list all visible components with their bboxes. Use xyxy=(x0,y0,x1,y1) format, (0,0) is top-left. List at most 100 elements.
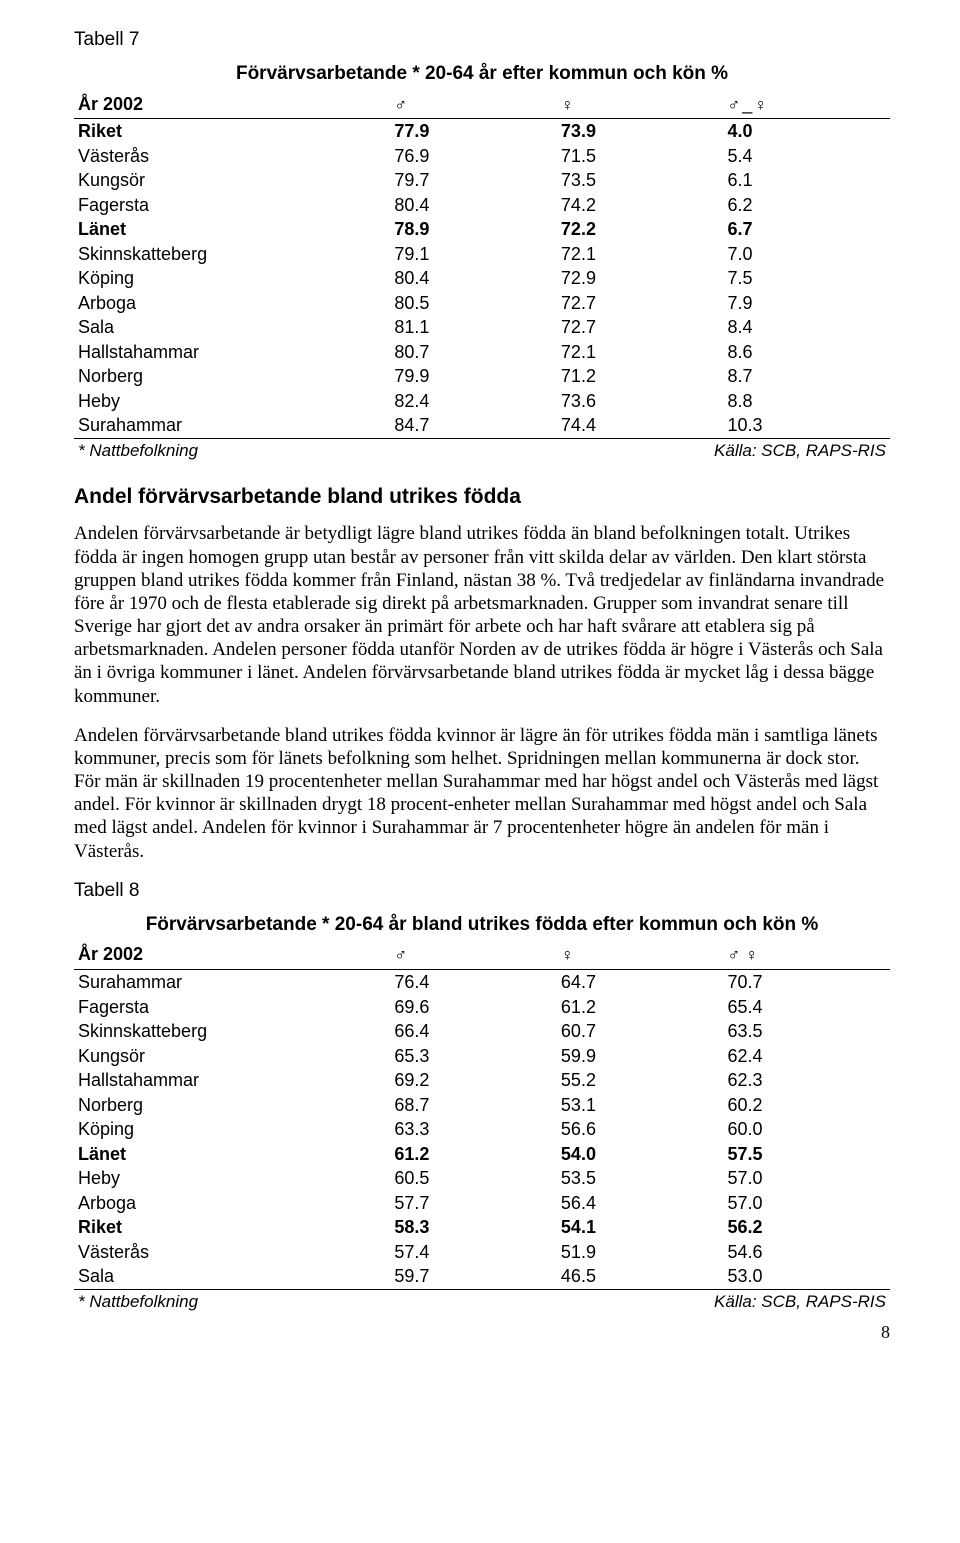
row-value: 80.4 xyxy=(390,193,557,218)
male-icon: ♂ xyxy=(394,946,407,965)
row-value: 54.1 xyxy=(557,1215,724,1240)
table7-footnote: * Nattbefolkning Källa: SCB, RAPS-RIS xyxy=(74,438,890,462)
row-name: Länet xyxy=(74,1142,390,1167)
paragraph-2: Andelen förvärvsarbetande bland utrikes … xyxy=(74,724,890,863)
table7-head-female: ♀ xyxy=(557,92,724,119)
row-value: 61.2 xyxy=(557,995,724,1020)
row-value: 73.5 xyxy=(557,168,724,193)
row-name: Sala xyxy=(74,315,390,340)
row-value: 57.4 xyxy=(390,1240,557,1265)
row-value: 63.3 xyxy=(390,1117,557,1142)
row-name: Riket xyxy=(74,119,390,144)
row-value: 57.7 xyxy=(390,1191,557,1216)
row-value: 79.7 xyxy=(390,168,557,193)
table8-year: År 2002 xyxy=(74,942,390,969)
table8: År 2002 ♂ ♀ ♂ ♀ Surahammar76.464.770.7Fa… xyxy=(74,942,890,1313)
dash-icon: _ xyxy=(742,94,752,114)
row-value: 58.3 xyxy=(390,1215,557,1240)
row-name: Västerås xyxy=(74,144,390,169)
row-value: 66.4 xyxy=(390,1019,557,1044)
table-row: Köping80.472.97.5 xyxy=(74,266,890,291)
row-value: 78.9 xyxy=(390,217,557,242)
row-value: 54.0 xyxy=(557,1142,724,1167)
row-value: 6.2 xyxy=(723,193,890,218)
row-value: 69.6 xyxy=(390,995,557,1020)
row-name: Fagersta xyxy=(74,193,390,218)
row-value: 53.5 xyxy=(557,1166,724,1191)
row-name: Hallstahammar xyxy=(74,340,390,365)
row-value: 57.0 xyxy=(723,1191,890,1216)
row-value: 65.4 xyxy=(723,995,890,1020)
row-value: 59.7 xyxy=(390,1264,557,1289)
row-name: Hallstahammar xyxy=(74,1068,390,1093)
row-value: 59.9 xyxy=(557,1044,724,1069)
row-value: 63.5 xyxy=(723,1019,890,1044)
row-value: 71.5 xyxy=(557,144,724,169)
row-value: 8.6 xyxy=(723,340,890,365)
table-row: Hallstahammar69.255.262.3 xyxy=(74,1068,890,1093)
row-name: Köping xyxy=(74,266,390,291)
table8-footnote: * Nattbefolkning Källa: SCB, RAPS-RIS xyxy=(74,1289,890,1313)
table7-header-row: År 2002 ♂ ♀ ♂_♀ xyxy=(74,92,890,119)
row-value: 62.4 xyxy=(723,1044,890,1069)
row-value: 4.0 xyxy=(723,119,890,144)
table8-footnote-left: * Nattbefolkning xyxy=(74,1289,557,1313)
table-row: Heby60.553.557.0 xyxy=(74,1166,890,1191)
table7-label: Tabell 7 xyxy=(74,28,890,52)
section-heading: Andel förvärvsarbetande bland utrikes fö… xyxy=(74,484,890,510)
row-value: 72.9 xyxy=(557,266,724,291)
table-row: Norberg79.971.28.7 xyxy=(74,364,890,389)
female-icon: ♀ xyxy=(561,95,574,114)
row-name: Kungsör xyxy=(74,168,390,193)
table8-title: Förvärvsarbetande * 20-64 år bland utrik… xyxy=(74,913,890,937)
row-value: 8.8 xyxy=(723,389,890,414)
row-value: 68.7 xyxy=(390,1093,557,1118)
row-value: 70.7 xyxy=(723,970,890,995)
row-value: 53.1 xyxy=(557,1093,724,1118)
row-value: 72.1 xyxy=(557,242,724,267)
row-value: 79.9 xyxy=(390,364,557,389)
row-name: Norberg xyxy=(74,1093,390,1118)
row-value: 64.7 xyxy=(557,970,724,995)
row-value: 72.7 xyxy=(557,315,724,340)
table-row: Riket58.354.156.2 xyxy=(74,1215,890,1240)
row-name: Heby xyxy=(74,389,390,414)
row-name: Riket xyxy=(74,1215,390,1240)
row-value: 65.3 xyxy=(390,1044,557,1069)
table-row: Norberg68.753.160.2 xyxy=(74,1093,890,1118)
male-icon: ♂ xyxy=(727,946,740,965)
row-value: 7.0 xyxy=(723,242,890,267)
female-icon: ♀ xyxy=(561,946,574,965)
row-value: 72.1 xyxy=(557,340,724,365)
table7-head-male: ♂ xyxy=(390,92,557,119)
table-row: Kungsör79.773.56.1 xyxy=(74,168,890,193)
table7-footnote-right: Källa: SCB, RAPS-RIS xyxy=(557,438,890,462)
table-row: Surahammar84.774.410.3 xyxy=(74,413,890,438)
row-name: Köping xyxy=(74,1117,390,1142)
table-row: Arboga57.756.457.0 xyxy=(74,1191,890,1216)
row-name: Fagersta xyxy=(74,995,390,1020)
row-value: 69.2 xyxy=(390,1068,557,1093)
table-row: Västerås76.971.55.4 xyxy=(74,144,890,169)
page: Tabell 7 Förvärvsarbetande * 20-64 år ef… xyxy=(0,0,960,1383)
table7-footnote-left: * Nattbefolkning xyxy=(74,438,557,462)
table8-head-female: ♀ xyxy=(557,942,724,969)
page-number: 8 xyxy=(74,1321,890,1344)
table7-head-diff: ♂_♀ xyxy=(723,92,890,119)
row-value: 61.2 xyxy=(390,1142,557,1167)
row-value: 73.6 xyxy=(557,389,724,414)
table-row: Sala59.746.553.0 xyxy=(74,1264,890,1289)
row-value: 7.5 xyxy=(723,266,890,291)
table8-footnote-right: Källa: SCB, RAPS-RIS xyxy=(557,1289,890,1313)
row-name: Länet xyxy=(74,217,390,242)
row-value: 74.4 xyxy=(557,413,724,438)
table7: År 2002 ♂ ♀ ♂_♀ Riket77.973.94.0Västerås… xyxy=(74,92,890,463)
row-value: 5.4 xyxy=(723,144,890,169)
row-value: 80.7 xyxy=(390,340,557,365)
row-name: Skinnskatteberg xyxy=(74,242,390,267)
table-row: Heby82.473.68.8 xyxy=(74,389,890,414)
row-value: 84.7 xyxy=(390,413,557,438)
row-value: 51.9 xyxy=(557,1240,724,1265)
row-value: 81.1 xyxy=(390,315,557,340)
row-name: Kungsör xyxy=(74,1044,390,1069)
